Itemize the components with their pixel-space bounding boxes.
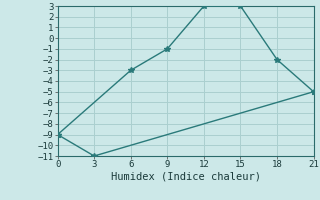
X-axis label: Humidex (Indice chaleur): Humidex (Indice chaleur) xyxy=(111,172,260,182)
